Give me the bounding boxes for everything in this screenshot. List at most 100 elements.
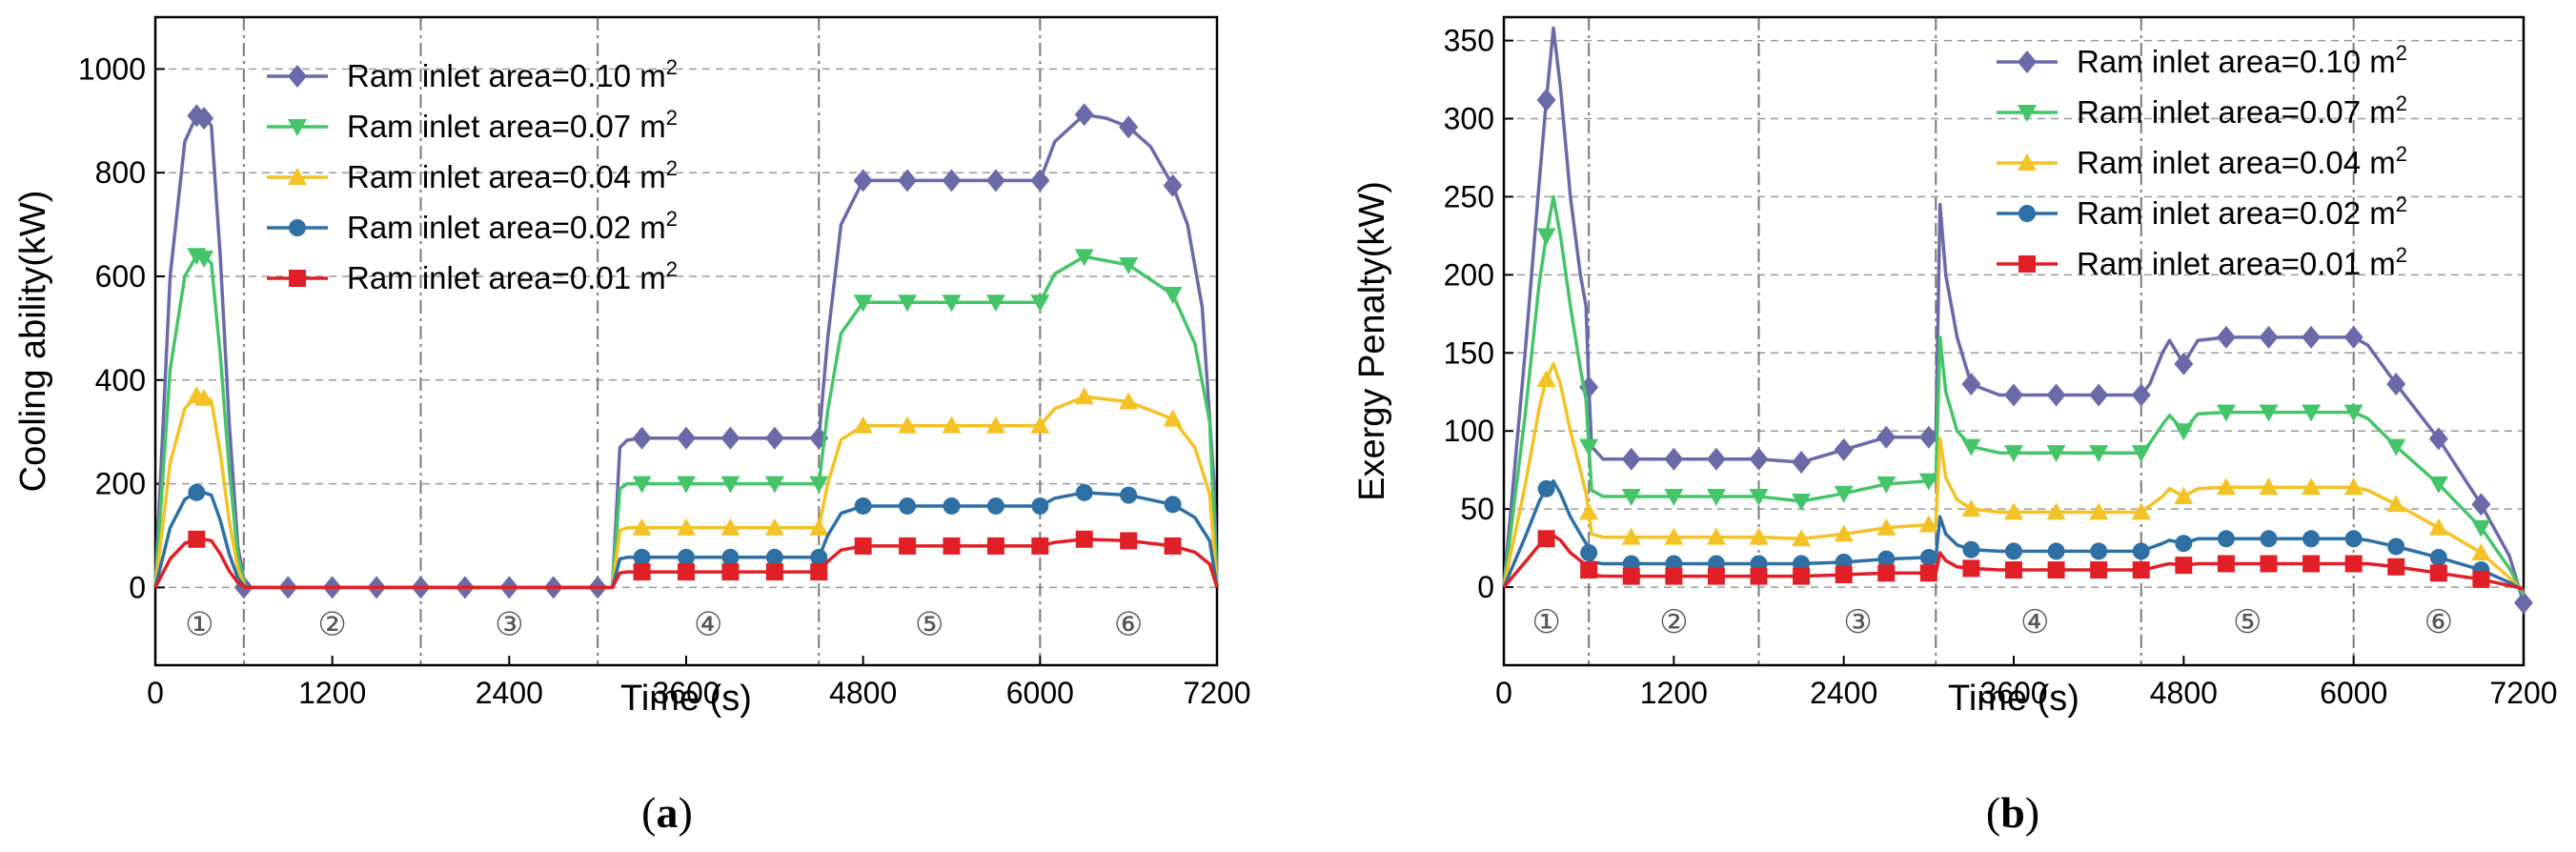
series-0.01 [153, 530, 1219, 590]
data-point [1537, 479, 1555, 497]
legend-superscript: 2 [666, 55, 678, 79]
data-point [2428, 427, 2448, 451]
data-point [720, 476, 740, 494]
data-point [2132, 542, 2150, 560]
series-0.04 [1502, 362, 2525, 594]
data-point [2174, 352, 2194, 375]
legend-superscript: 2 [2396, 243, 2407, 267]
data-point [1919, 548, 1937, 566]
data-point [986, 537, 1004, 555]
data-point [721, 548, 740, 566]
x-tick-label: 6000 [2320, 676, 2387, 710]
y-tick-label: 800 [95, 155, 146, 190]
data-point [2260, 530, 2278, 548]
data-point [1665, 567, 1683, 585]
legend-superscript: 2 [2396, 91, 2407, 115]
legend-marker [2018, 205, 2036, 222]
x-tick-label: 1200 [298, 676, 366, 710]
y-tick-label: 200 [1444, 257, 1494, 292]
legend: Ram inlet area=0.10 m2 Ram inlet area=0.0… [267, 55, 678, 295]
y-tick-label: 600 [95, 259, 146, 294]
data-point [1664, 447, 1684, 471]
legend-entry-text: Ram inlet area=0.01 m [347, 260, 666, 295]
legend-entry-text: Ram inlet area=0.04 m [347, 159, 666, 194]
data-point [2131, 383, 2151, 407]
data-point [1919, 564, 1937, 582]
data-point [1580, 544, 1598, 562]
legend-entry-text: Ram inlet area=0.02 m [2077, 195, 2396, 231]
data-point [2429, 564, 2447, 582]
data-point [2343, 325, 2363, 349]
y-tick-label: 100 [1444, 414, 1494, 448]
data-point [2302, 530, 2321, 548]
data-point [2047, 561, 2065, 579]
data-point [1031, 497, 1049, 515]
data-point [899, 537, 917, 555]
data-point [1834, 485, 1854, 503]
data-point [1706, 447, 1726, 471]
data-point [1536, 370, 1556, 388]
phase-label: ① [185, 605, 213, 643]
caption-letter: b [2000, 788, 2025, 837]
caption-open: ( [641, 788, 656, 837]
data-point [2344, 555, 2363, 573]
data-point [986, 497, 1004, 515]
legend-entry-text: Ram inlet area=0.04 m [2077, 145, 2396, 180]
data-point [2216, 404, 2236, 422]
legend-entry: Ram inlet area=0.02 m2 [347, 207, 678, 245]
data-point [2175, 557, 2193, 575]
data-point [764, 517, 784, 536]
data-point [1664, 489, 1684, 507]
y-tick-label: 0 [129, 570, 146, 604]
data-point [677, 517, 696, 536]
data-point [1163, 409, 1183, 427]
data-point [2387, 538, 2405, 556]
data-point [2090, 542, 2108, 560]
x-tick-label: 2400 [476, 676, 543, 710]
series-0.07 [1502, 194, 2525, 597]
data-point [1536, 228, 1556, 246]
data-point [764, 426, 784, 450]
data-point [1579, 502, 1599, 520]
data-point [194, 107, 214, 131]
series-0.02 [153, 483, 1219, 590]
data-point [2005, 542, 2022, 560]
data-point [678, 548, 695, 566]
data-point [943, 497, 961, 515]
phase-label: ③ [495, 605, 523, 643]
caption-letter: a [657, 788, 679, 837]
panel-caption: (b) [1986, 788, 2039, 837]
data-point [1962, 540, 1980, 558]
data-point [2217, 555, 2235, 573]
y-tick-label: 200 [95, 467, 146, 501]
data-point [898, 416, 918, 434]
data-point [2131, 445, 2151, 463]
legend-entry: Ram inlet area=0.10 m2 [347, 55, 678, 93]
data-point [2216, 477, 2236, 496]
legend-entry-text: Ram inlet area=0.01 m [2077, 246, 2396, 281]
y-axis-label: Cooling ability(kW) [13, 191, 53, 493]
data-point [2089, 445, 2109, 463]
data-point [1918, 515, 1938, 533]
caption-close: ) [2025, 788, 2039, 837]
phase-label: ④ [2020, 603, 2049, 641]
legend: Ram inlet area=0.10 m2 Ram inlet area=0.0… [1997, 41, 2407, 281]
y-axis-label: Exergy Penalty(kW) [1352, 181, 1392, 501]
data-point [898, 294, 918, 313]
x-tick-label: 2400 [1810, 676, 1877, 710]
legend-entry: Ram inlet area=0.10 m2 [2077, 41, 2407, 79]
x-axis-label: Time (s) [1948, 679, 2079, 719]
data-point [1120, 532, 1138, 550]
data-point [1621, 489, 1641, 507]
data-point [1792, 493, 1812, 511]
data-point [2131, 502, 2151, 520]
data-point [2471, 543, 2491, 561]
data-point [854, 537, 872, 555]
legend-marker [2018, 105, 2037, 122]
data-point [2343, 404, 2363, 422]
data-point [1749, 489, 1769, 507]
data-point [188, 530, 206, 548]
data-point [1664, 527, 1684, 545]
caption-close: ) [679, 788, 693, 837]
y-tick-label: 400 [95, 363, 146, 397]
